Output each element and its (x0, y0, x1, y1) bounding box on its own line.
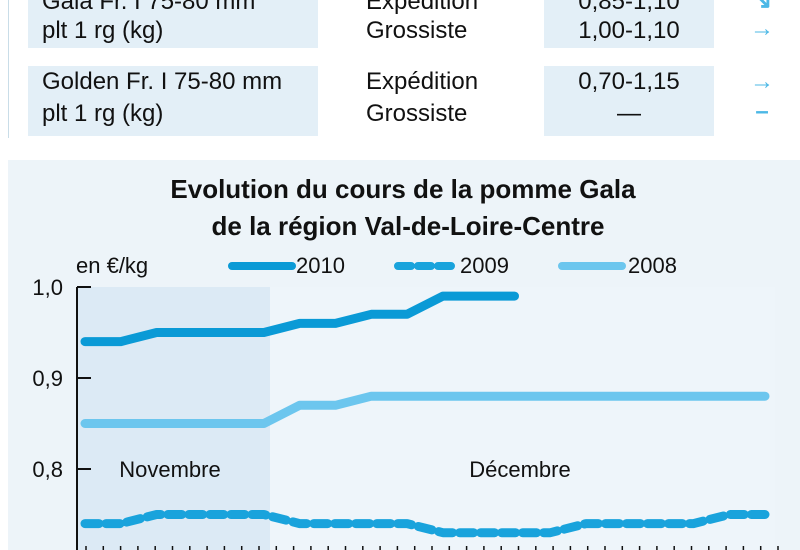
trend-down-icon: ↘ (751, 0, 773, 14)
price-range: — (617, 100, 641, 127)
market-type: Expédition (366, 0, 479, 15)
legend: 2010 2009 2008 (228, 253, 677, 278)
price-cell-shade (544, 0, 714, 48)
legend-label-2009: 2009 (460, 253, 509, 278)
price-range: 0,70-1,15 (578, 68, 680, 95)
price-range: 0,85-1,10 (578, 0, 680, 15)
table-row: Gala Fr. I 75-80 mm plt 1 rg (kg) Expédi… (0, 0, 800, 48)
period-label-decembre: Décembre (469, 457, 570, 482)
trend-none-icon: – (755, 98, 769, 125)
legend-label-2010: 2010 (296, 253, 345, 278)
product-cell-shade (28, 0, 318, 48)
table-row: Golden Fr. I 75-80 mm plt 1 rg (kg) Expé… (0, 66, 800, 136)
series-layer (80, 291, 770, 538)
market-type: Grossiste (366, 17, 468, 44)
product-name: Gala Fr. I 75-80 mm (42, 0, 256, 15)
y-tick-label: 0,9 (32, 366, 63, 391)
legend-label-2008: 2008 (628, 253, 677, 278)
plot-background-decembre (270, 287, 775, 550)
table-left-rule (8, 0, 9, 138)
chart-title: Evolution du cours de la pomme Gala (170, 174, 636, 204)
series-line-2009 (80, 510, 770, 538)
period-label-novembre: Novembre (119, 457, 220, 482)
period-labels: Novembre Décembre (119, 457, 570, 482)
product-name: Golden Fr. I 75-80 mm (42, 68, 283, 95)
price-range: 1,00-1,10 (578, 17, 680, 44)
price-table: Gala Fr. I 75-80 mm plt 1 rg (kg) Expédi… (0, 0, 800, 140)
y-tick-label: 1,0 (32, 275, 63, 300)
market-type: Expédition (366, 68, 479, 95)
series-line-2008 (80, 391, 770, 428)
price-cell-shade (544, 66, 714, 136)
product-unit: plt 1 rg (kg) (42, 17, 164, 44)
y-tick-label: 0,8 (32, 457, 63, 482)
axes: 1,0 0,9 0,8 0,7 (32, 275, 779, 550)
market-type: Grossiste (366, 100, 468, 127)
y-tick-label: 0,7 (32, 548, 63, 550)
trend-flat-icon: → (750, 68, 774, 95)
product-cell-shade (28, 66, 318, 136)
chart-subtitle: de la région Val-de-Loire-Centre (212, 211, 605, 241)
y-axis-unit-label: en €/kg (76, 253, 148, 278)
trend-flat-icon: → (750, 15, 774, 42)
product-unit: plt 1 rg (kg) (42, 100, 164, 127)
